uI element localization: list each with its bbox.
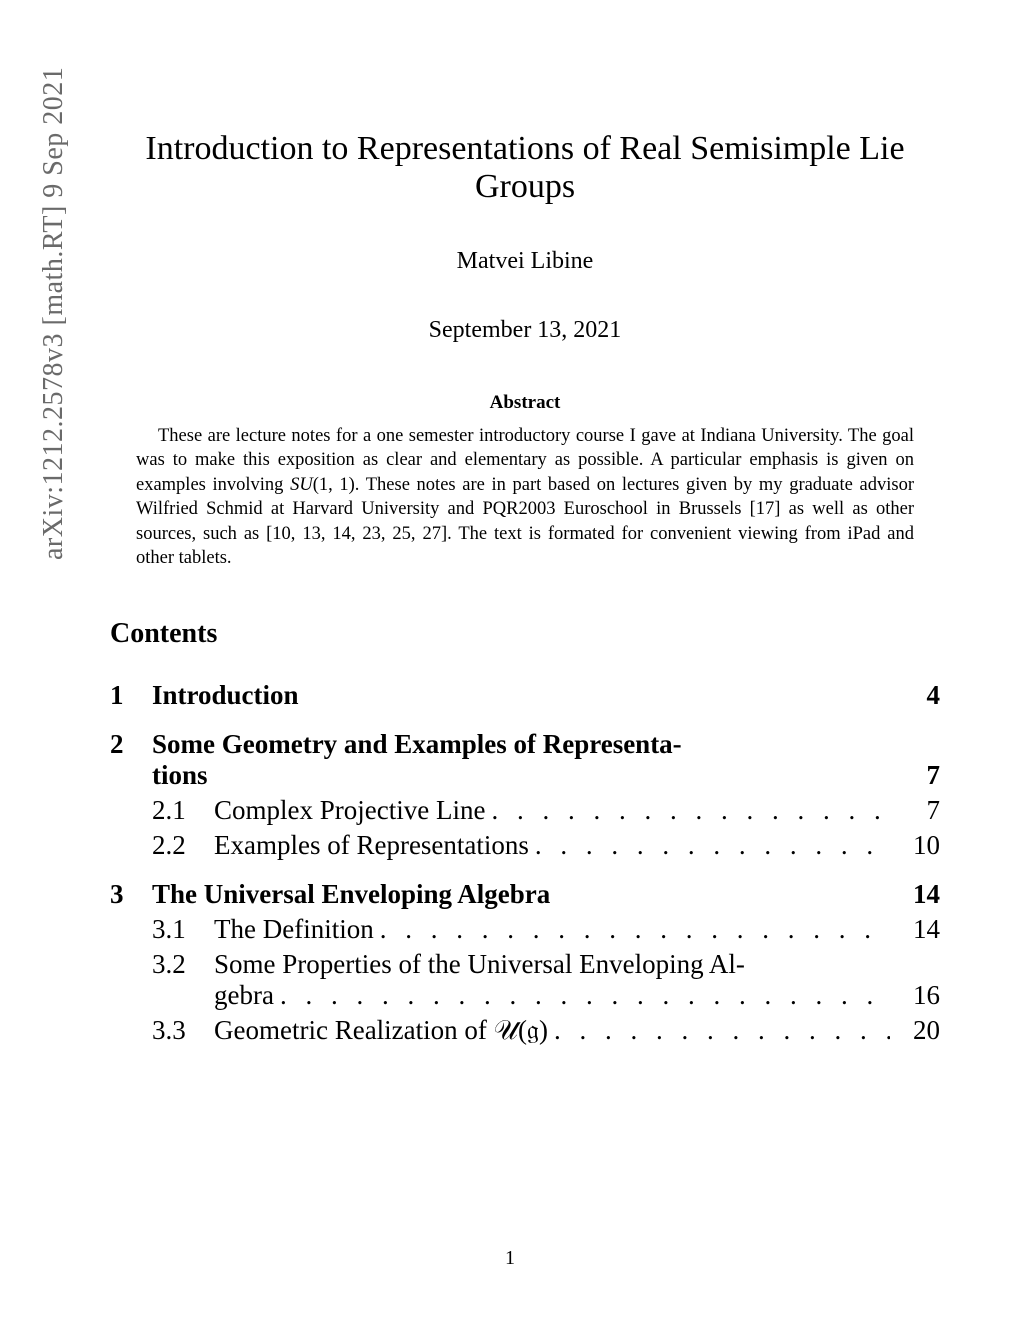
toc-section-number: 1: [110, 680, 152, 711]
toc-leader-dots: . . . . . . . . . . . . . . . . . . . . …: [485, 795, 890, 826]
toc-section-title-cont: tions: [152, 760, 890, 791]
toc-page-number: 16: [890, 980, 940, 1011]
toc-section-1[interactable]: 1 Introduction 4: [110, 680, 940, 711]
toc-subsection-3-3[interactable]: 3.3 Geometric Realization of 𝒰(𝔤) . . . …: [152, 1015, 940, 1047]
abstract-body: These are lecture notes for a one semest…: [110, 424, 940, 570]
toc-subsection-3-1[interactable]: 3.1 The Definition . . . . . . . . . . .…: [152, 914, 940, 945]
toc-leader-dots: . . . . . . . . . . . . . . . . . . . . …: [274, 980, 890, 1011]
toc-page-number: 14: [890, 879, 940, 910]
toc-section-title: Introduction: [152, 680, 890, 711]
toc-subsection-2-1[interactable]: 2.1 Complex Projective Line . . . . . . …: [152, 795, 940, 826]
toc-section-number: 2: [110, 729, 152, 760]
toc-leader-dots: . . . . . . . . . . . . . . . . . . . . …: [548, 1015, 890, 1046]
toc-section-title: The Universal Enveloping Algebra: [152, 879, 890, 910]
toc-sub-number: 2.2: [152, 830, 214, 861]
contents-heading: Contents: [110, 618, 940, 650]
page-content: Introduction to Representations of Real …: [110, 130, 940, 1047]
toc-sub-title: Complex Projective Line: [214, 795, 485, 826]
toc-sub-number: 2.1: [152, 795, 214, 826]
toc-sub-title: Geometric Realization of 𝒰(𝔤): [214, 1015, 548, 1047]
toc-section-3[interactable]: 3 The Universal Enveloping Algebra 14: [110, 879, 940, 910]
toc-section-title: Some Geometry and Examples of Representa…: [152, 729, 890, 760]
toc-sub-number: 3.3: [152, 1015, 214, 1046]
toc-page-number: 10: [890, 830, 940, 861]
toc-section-2[interactable]: 2 Some Geometry and Examples of Represen…: [110, 729, 940, 760]
toc-sub-number: 3.1: [152, 914, 214, 945]
toc-page-number: 7: [890, 760, 940, 791]
paper-title: Introduction to Representations of Real …: [110, 130, 940, 206]
toc-leader-dots: . . . . . . . . . . . . . . . . . . . . …: [374, 914, 890, 945]
toc-page-number: 20: [890, 1015, 940, 1046]
toc-subsection-2-2[interactable]: 2.2 Examples of Representations . . . . …: [152, 830, 940, 861]
toc-sub-number: 3.2: [152, 949, 214, 980]
toc-sub-title-pre: Geometric Realization of: [214, 1015, 494, 1045]
date: September 13, 2021: [110, 317, 940, 344]
toc-sub-title-line2: gebra: [214, 980, 274, 1011]
arxiv-stamp: arXiv:1212.2578v3 [math.RT] 9 Sep 2021: [38, 67, 70, 560]
toc-sub-title-math: 𝒰(𝔤): [494, 1015, 548, 1045]
abstract-heading: Abstract: [110, 392, 940, 414]
toc-sub-title-line1: Some Properties of the Universal Envelop…: [214, 949, 745, 980]
toc-section-number: 3: [110, 879, 152, 910]
abstract-math: SU: [290, 475, 313, 495]
table-of-contents: 1 Introduction 4 2 Some Geometry and Exa…: [110, 680, 940, 1047]
toc-section-2-cont[interactable]: tions 7: [110, 760, 940, 791]
toc-page-number: 7: [890, 795, 940, 826]
abstract-math-args: (1, 1): [313, 475, 355, 495]
toc-page-number: 14: [890, 914, 940, 945]
toc-page-number: 4: [890, 680, 940, 711]
author: Matvei Libine: [110, 248, 940, 275]
toc-sub-title: The Definition: [214, 914, 374, 945]
page-number: 1: [0, 1247, 1020, 1270]
toc-subsection-3-2[interactable]: 3.2 Some Properties of the Universal Env…: [152, 949, 940, 1011]
toc-leader-dots: . . . . . . . . . . . . . . . . . . . . …: [529, 830, 890, 861]
toc-sub-title: Examples of Representations: [214, 830, 529, 861]
